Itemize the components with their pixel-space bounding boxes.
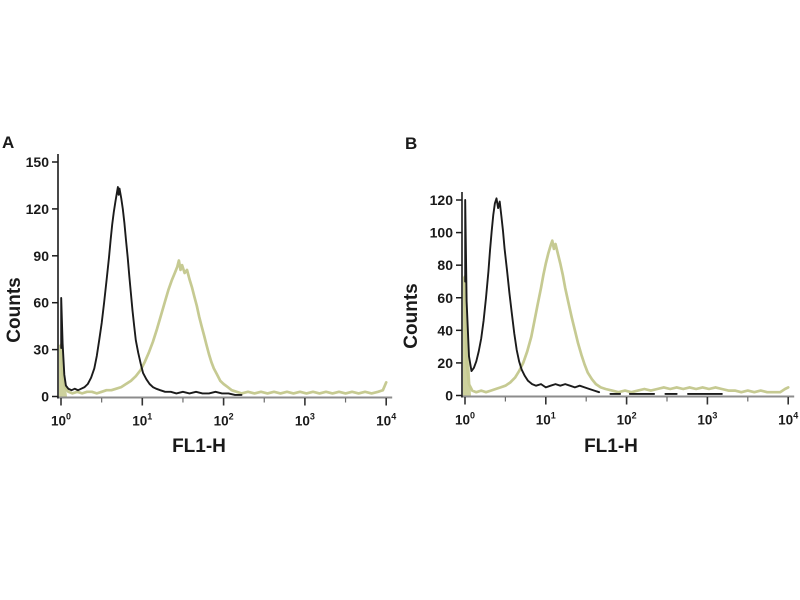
x-tick-label: 102: [617, 411, 637, 428]
x-tick-label: 100: [455, 411, 475, 428]
black-curve: [464, 197, 723, 395]
x-tick-label: 100: [51, 412, 71, 429]
histogram-plot-b: 0 20 40 60 80 100 120 100 101 102 103 104: [430, 192, 798, 428]
y-tick-label: 0: [41, 389, 49, 405]
x-tick-label: 103: [295, 412, 315, 429]
x-tick-label: 102: [214, 412, 234, 429]
y-tick-label: 40: [437, 322, 453, 338]
olive-curve: [59, 259, 388, 395]
y-tick-label: 80: [437, 257, 453, 273]
x-tick-label: 101: [132, 412, 152, 429]
olive-curve: [463, 239, 790, 394]
y-tick-label: 0: [445, 388, 453, 404]
panel-b-label: B: [405, 134, 418, 153]
y-tick-label: 20: [437, 355, 453, 371]
black-curve: [60, 186, 243, 396]
y-tick-label: 60: [33, 295, 49, 311]
y-tick-label: 60: [437, 290, 453, 306]
y-tick-label: 120: [26, 201, 50, 217]
y-tick-label: 30: [33, 342, 49, 358]
x-axis-label-a: FL1-H: [172, 436, 226, 457]
y-tick-label: 90: [33, 248, 49, 264]
x-tick-label: 104: [778, 411, 798, 428]
y-tick-label: 120: [430, 192, 454, 208]
histogram-plot-a: 0 30 60 90 120 150 100 101 102 103 104: [26, 154, 396, 429]
x-tick-label: 103: [697, 411, 717, 428]
y-tick-label: 100: [430, 225, 454, 241]
x-tick-label: 104: [376, 412, 396, 429]
panel-a-label: A: [2, 133, 15, 152]
y-tick-label: 150: [26, 154, 50, 170]
x-axis-label-b: FL1-H: [584, 436, 638, 457]
x-tick-label: 101: [536, 411, 556, 428]
